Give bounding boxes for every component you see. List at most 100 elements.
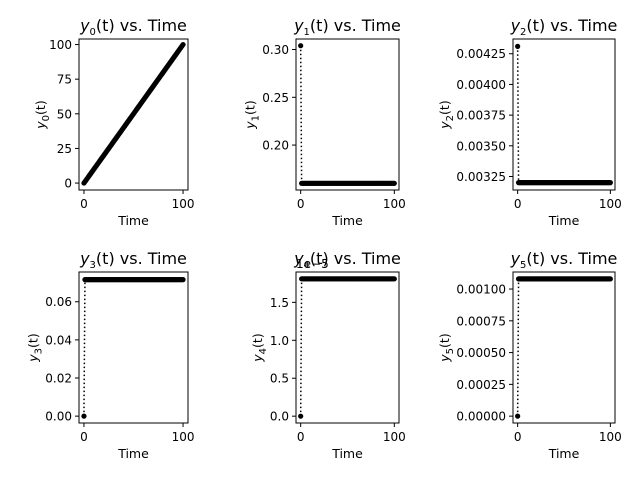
chart-title-var: y — [79, 16, 90, 35]
chart-title-rest: (t) vs. Time — [96, 249, 187, 268]
x-tick-label: 100 — [383, 430, 406, 444]
data-points — [515, 43, 613, 186]
x-axis-label: Time — [117, 213, 149, 228]
y-tick-label: 0.00 — [45, 410, 72, 424]
chart-title: y1(t) vs. Time — [293, 16, 401, 38]
x-tick-label: 100 — [599, 430, 622, 444]
y-axis-label-var: y — [242, 121, 257, 130]
chart-title-var: y — [510, 249, 521, 268]
y-tick-label: 0.00075 — [456, 314, 506, 328]
axes-frame — [512, 38, 616, 191]
data-points — [81, 41, 186, 186]
x-tick-label: 100 — [172, 430, 195, 444]
chart-title-subscript: 3 — [90, 260, 96, 271]
chart-title-var: y — [293, 16, 304, 35]
y-tick-label: 0.04 — [45, 333, 72, 347]
y-tick-label: 0.00000 — [456, 410, 506, 424]
y-axis-label-subscript: 1 — [250, 115, 261, 121]
x-tick-label: 100 — [599, 197, 622, 211]
y-tick-label: 0.00025 — [456, 378, 506, 392]
chart-title-var: y — [293, 249, 304, 268]
x-axis-label: Time — [331, 213, 363, 228]
y-tick-label: 1.0 — [270, 334, 289, 348]
x-tick-label: 0 — [514, 197, 522, 211]
chart-title-rest: (t) vs. Time — [526, 16, 617, 35]
y-tick-label: 25 — [57, 142, 72, 156]
chart-title-rest: (t) vs. Time — [310, 249, 401, 268]
y-tick-label: 0.02 — [45, 372, 72, 386]
chart-title: y4(t) vs. Time — [293, 249, 401, 271]
axes-frame — [295, 38, 400, 191]
chart-title: y0(t) vs. Time — [79, 16, 187, 38]
y-tick-label: 1.5 — [270, 296, 289, 310]
data-point — [391, 276, 397, 282]
chart-title: y2(t) vs. Time — [510, 16, 618, 38]
x-axis-label: Time — [548, 446, 580, 461]
data-point — [515, 43, 521, 49]
data-point — [298, 43, 304, 49]
data-point — [515, 413, 521, 419]
y-axis-label: y4(t) — [250, 333, 269, 362]
subplot-y5: 0 100 0.00000 0.00025 0.00050 0.00075 0.00100 y… — [437, 249, 622, 461]
chart-title: y5(t) vs. Time — [510, 249, 618, 271]
x-tick-label: 0 — [514, 430, 522, 444]
x-tick-label: 100 — [383, 197, 406, 211]
data-point — [180, 277, 186, 283]
axes-frame — [512, 271, 616, 424]
y-axis-label-var: y — [33, 121, 48, 130]
x-axis-label: Time — [548, 213, 580, 228]
y-axis-label: y1(t) — [242, 100, 261, 129]
y-axis-label-var: y — [25, 354, 40, 363]
data-point — [81, 413, 87, 419]
y-tick-label: 0.30 — [262, 43, 289, 57]
subplot-y2: 0 100 0.00325 0.00350 0.00375 0.00400 0.00425 y… — [437, 16, 622, 228]
y-axis-label: y3(t) — [25, 333, 44, 362]
x-tick-label: 100 — [172, 197, 195, 211]
y-axis-label-subscript: 5 — [445, 348, 456, 354]
chart-title-var: y — [79, 249, 90, 268]
data-point — [391, 180, 397, 186]
chart-title: y3(t) vs. Time — [79, 249, 187, 271]
y-axis-label-var: y — [437, 121, 452, 130]
y-axis-label-var: y — [250, 354, 265, 363]
y-tick-label: 100 — [49, 38, 72, 52]
data-points — [81, 277, 186, 419]
y-tick-label: 0.06 — [45, 295, 72, 309]
y-tick-label: 75 — [57, 73, 72, 87]
x-axis-label: Time — [331, 446, 363, 461]
y-axis-label-rest: (t) — [242, 100, 257, 115]
y-axis-label: y2(t) — [437, 100, 456, 129]
chart-title-subscript: 0 — [90, 27, 96, 38]
y-axis-label-subscript: 4 — [258, 348, 269, 354]
x-tick-label: 0 — [80, 430, 88, 444]
data-points — [298, 276, 397, 419]
y-axis-label-subscript: 2 — [445, 115, 456, 121]
y-tick-label: 0.0 — [270, 410, 289, 424]
y-tick-label: 0.00375 — [456, 109, 506, 123]
chart-title-subscript: 5 — [520, 260, 526, 271]
axes-frame — [78, 271, 189, 424]
chart-title-subscript: 1 — [304, 27, 310, 38]
x-tick-label: 0 — [297, 430, 305, 444]
x-tick-label: 0 — [297, 197, 305, 211]
chart-title-rest: (t) vs. Time — [526, 249, 617, 268]
y-tick-label: 0.25 — [262, 91, 289, 105]
chart-title-var: y — [510, 16, 521, 35]
x-tick-label: 0 — [80, 197, 88, 211]
data-point — [298, 413, 304, 419]
data-point — [180, 41, 186, 48]
chart-title-rest: (t) vs. Time — [310, 16, 401, 35]
y-tick-label: 0.20 — [262, 139, 289, 153]
y-tick-label: 0 — [64, 177, 72, 191]
y-tick-label: 0.00425 — [456, 47, 506, 61]
y-tick-label: 0.5 — [270, 372, 289, 386]
x-axis-label: Time — [117, 446, 149, 461]
y-axis-label: y5(t) — [437, 333, 456, 362]
y-tick-label: 50 — [57, 107, 72, 121]
y-axis-label-rest: (t) — [250, 333, 265, 348]
data-point — [607, 276, 613, 282]
chart-title-subscript: 4 — [304, 260, 310, 271]
